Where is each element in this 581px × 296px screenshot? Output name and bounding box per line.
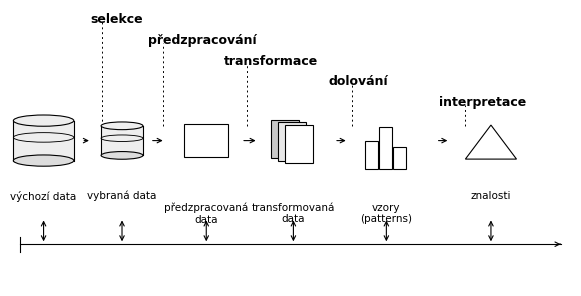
- Text: transformovaná
data: transformovaná data: [252, 203, 335, 224]
- Text: transformace: transformace: [224, 55, 318, 68]
- Bar: [278, 122, 306, 161]
- Ellipse shape: [101, 152, 143, 159]
- Text: vybraná data: vybraná data: [87, 191, 157, 201]
- Polygon shape: [101, 126, 143, 155]
- Text: selekce: selekce: [90, 13, 143, 26]
- Bar: [365, 141, 378, 169]
- Text: vzory
(patterns): vzory (patterns): [360, 203, 413, 224]
- Ellipse shape: [13, 115, 74, 126]
- Text: interpretace: interpretace: [439, 96, 526, 109]
- Text: dolování: dolování: [328, 75, 388, 89]
- Bar: [285, 125, 313, 163]
- Bar: [185, 124, 228, 157]
- Ellipse shape: [101, 122, 143, 130]
- Bar: [379, 127, 392, 169]
- Polygon shape: [465, 125, 517, 159]
- Text: výchozí data: výchozí data: [10, 191, 77, 202]
- Polygon shape: [13, 121, 74, 160]
- Text: předzpracování: předzpracování: [148, 34, 257, 47]
- Text: znalosti: znalosti: [471, 191, 511, 201]
- Text: předzpracovaná
data: předzpracovaná data: [164, 203, 249, 225]
- Bar: [393, 147, 406, 169]
- Bar: [271, 120, 299, 158]
- Ellipse shape: [13, 155, 74, 166]
